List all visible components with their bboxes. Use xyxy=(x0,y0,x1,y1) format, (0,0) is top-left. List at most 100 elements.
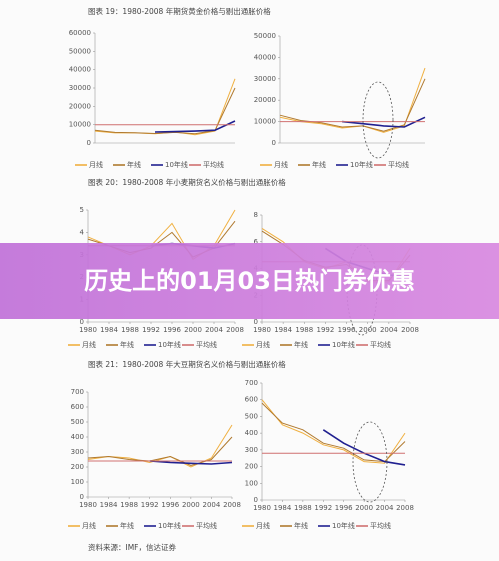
x-tick-label: 2000 xyxy=(355,504,373,512)
y-tick-label: 10000 xyxy=(69,121,91,129)
series-line xyxy=(261,399,406,464)
charts: 图表 19：1980-2008 年期货黄金价格与剔出通胀价格0100002000… xyxy=(68,6,426,530)
series-line xyxy=(342,116,426,128)
legend-label: 月线 xyxy=(82,340,96,349)
x-tick-label: 1984 xyxy=(274,326,292,334)
figure-caption: 图表 21：1980-2008 年大豆期货名义价格与剔出通胀价格 xyxy=(88,359,286,369)
ellipse xyxy=(362,81,394,159)
legend-label: 年线 xyxy=(294,340,308,349)
legend-label: 年线 xyxy=(294,521,308,530)
x-tick-label: 2008 xyxy=(401,326,419,334)
y-tick-label: 40000 xyxy=(69,66,91,74)
legend-label: 月线 xyxy=(256,340,270,349)
legend-label: 平均线 xyxy=(388,160,409,169)
y-tick-label: 300 xyxy=(71,448,84,456)
y-tick-label: 50000 xyxy=(69,47,91,55)
x-tick-label: 2008 xyxy=(396,504,414,512)
y-tick-label: 30000 xyxy=(69,84,91,92)
x-tick-label: 1980 xyxy=(253,504,271,512)
y-tick-label: 0 xyxy=(80,493,84,501)
legend-label: 年线 xyxy=(120,521,134,530)
legend-label: 10年线 xyxy=(158,340,181,349)
x-tick-label: 2004 xyxy=(376,504,394,512)
x-tick-label: 1988 xyxy=(294,504,312,512)
x-tick-label: 1988 xyxy=(295,326,313,334)
x-tick-label: 2004 xyxy=(380,326,398,334)
y-tick-label: 700 xyxy=(71,388,84,396)
series-line xyxy=(279,78,426,132)
legend-label: 平均线 xyxy=(196,521,217,530)
x-tick-label: 1992 xyxy=(317,326,335,334)
y-tick-label: 500 xyxy=(71,418,84,426)
y-tick-label: 4 xyxy=(80,228,85,236)
y-tick-label: 30000 xyxy=(254,75,276,83)
y-tick-label: 20000 xyxy=(69,102,91,110)
banner-title: 历史上的01月03日热门券优惠 xyxy=(84,267,415,295)
x-tick-label: 1984 xyxy=(274,504,292,512)
x-tick-label: 1992 xyxy=(141,501,159,509)
x-tick-label: 2008 xyxy=(226,326,244,334)
legend-label: 年线 xyxy=(312,160,326,169)
x-tick-label: 1992 xyxy=(142,326,160,334)
y-tick-label: 500 xyxy=(245,412,258,420)
x-tick-label: 2004 xyxy=(205,326,223,334)
y-tick-label: 200 xyxy=(71,463,84,471)
legend-label: 平均线 xyxy=(370,521,391,530)
x-tick-label: 2004 xyxy=(203,501,221,509)
x-tick-label: 1992 xyxy=(314,504,332,512)
x-tick-label: 1996 xyxy=(163,326,181,334)
legend-label: 平均线 xyxy=(203,160,224,169)
legend-label: 月线 xyxy=(82,521,96,530)
legend-label: 10年线 xyxy=(158,521,181,530)
y-tick-label: 0 xyxy=(272,139,276,147)
y-tick-label: 60000 xyxy=(69,29,91,37)
x-tick-label: 1988 xyxy=(120,501,138,509)
y-tick-label: 400 xyxy=(71,433,84,441)
y-tick-label: 0 xyxy=(254,496,258,504)
series-line xyxy=(149,460,233,465)
x-tick-label: 1988 xyxy=(121,326,139,334)
legend-label: 平均线 xyxy=(370,340,391,349)
x-tick-label: 2000 xyxy=(182,501,200,509)
y-tick-label: 700 xyxy=(245,379,258,387)
y-tick-label: 600 xyxy=(71,403,84,411)
figure-caption: 图表 20：1980-2008 年小麦期货名义价格与剔出通胀价格 xyxy=(88,177,286,187)
x-tick-label: 1996 xyxy=(161,501,179,509)
series-line xyxy=(261,402,406,463)
legend-label: 月线 xyxy=(274,160,288,169)
x-tick-label: 2008 xyxy=(223,501,241,509)
x-tick-label: 1996 xyxy=(335,504,353,512)
x-tick-label: 1980 xyxy=(79,501,97,509)
legend-label: 10年线 xyxy=(165,160,188,169)
y-tick-label: 5 xyxy=(80,206,84,214)
series-line xyxy=(154,120,236,133)
x-tick-label: 1980 xyxy=(253,326,271,334)
figure-caption: 图表 19：1980-2008 年期货黄金价格与剔出通胀价格 xyxy=(88,6,271,16)
legend-label: 月线 xyxy=(89,160,103,169)
x-tick-label: 1984 xyxy=(100,501,118,509)
legend-label: 10年线 xyxy=(332,340,355,349)
legend-label: 平均线 xyxy=(196,340,217,349)
x-tick-label: 2000 xyxy=(359,326,377,334)
legend-label: 10年线 xyxy=(332,521,355,530)
legend-label: 年线 xyxy=(120,340,134,349)
y-tick-label: 10000 xyxy=(254,118,276,126)
x-tick-label: 1984 xyxy=(100,326,118,334)
x-tick-label: 1980 xyxy=(79,326,97,334)
y-tick-label: 400 xyxy=(245,429,258,437)
y-tick-label: 6 xyxy=(254,238,259,246)
y-tick-label: 100 xyxy=(245,479,258,487)
legend-label: 年线 xyxy=(127,160,141,169)
legend-label: 10年线 xyxy=(350,160,373,169)
y-tick-label: 40000 xyxy=(254,53,276,61)
y-tick-label: 600 xyxy=(245,396,258,404)
y-tick-label: 300 xyxy=(245,446,258,454)
banner-band xyxy=(0,243,499,319)
ellipse xyxy=(352,421,388,503)
x-tick-label: 2000 xyxy=(184,326,202,334)
source-note: 资料来源：IMF，信达证券 xyxy=(88,542,176,552)
y-tick-label: 0 xyxy=(80,318,84,326)
y-tick-label: 8 xyxy=(254,211,258,219)
y-tick-label: 50000 xyxy=(254,32,276,40)
